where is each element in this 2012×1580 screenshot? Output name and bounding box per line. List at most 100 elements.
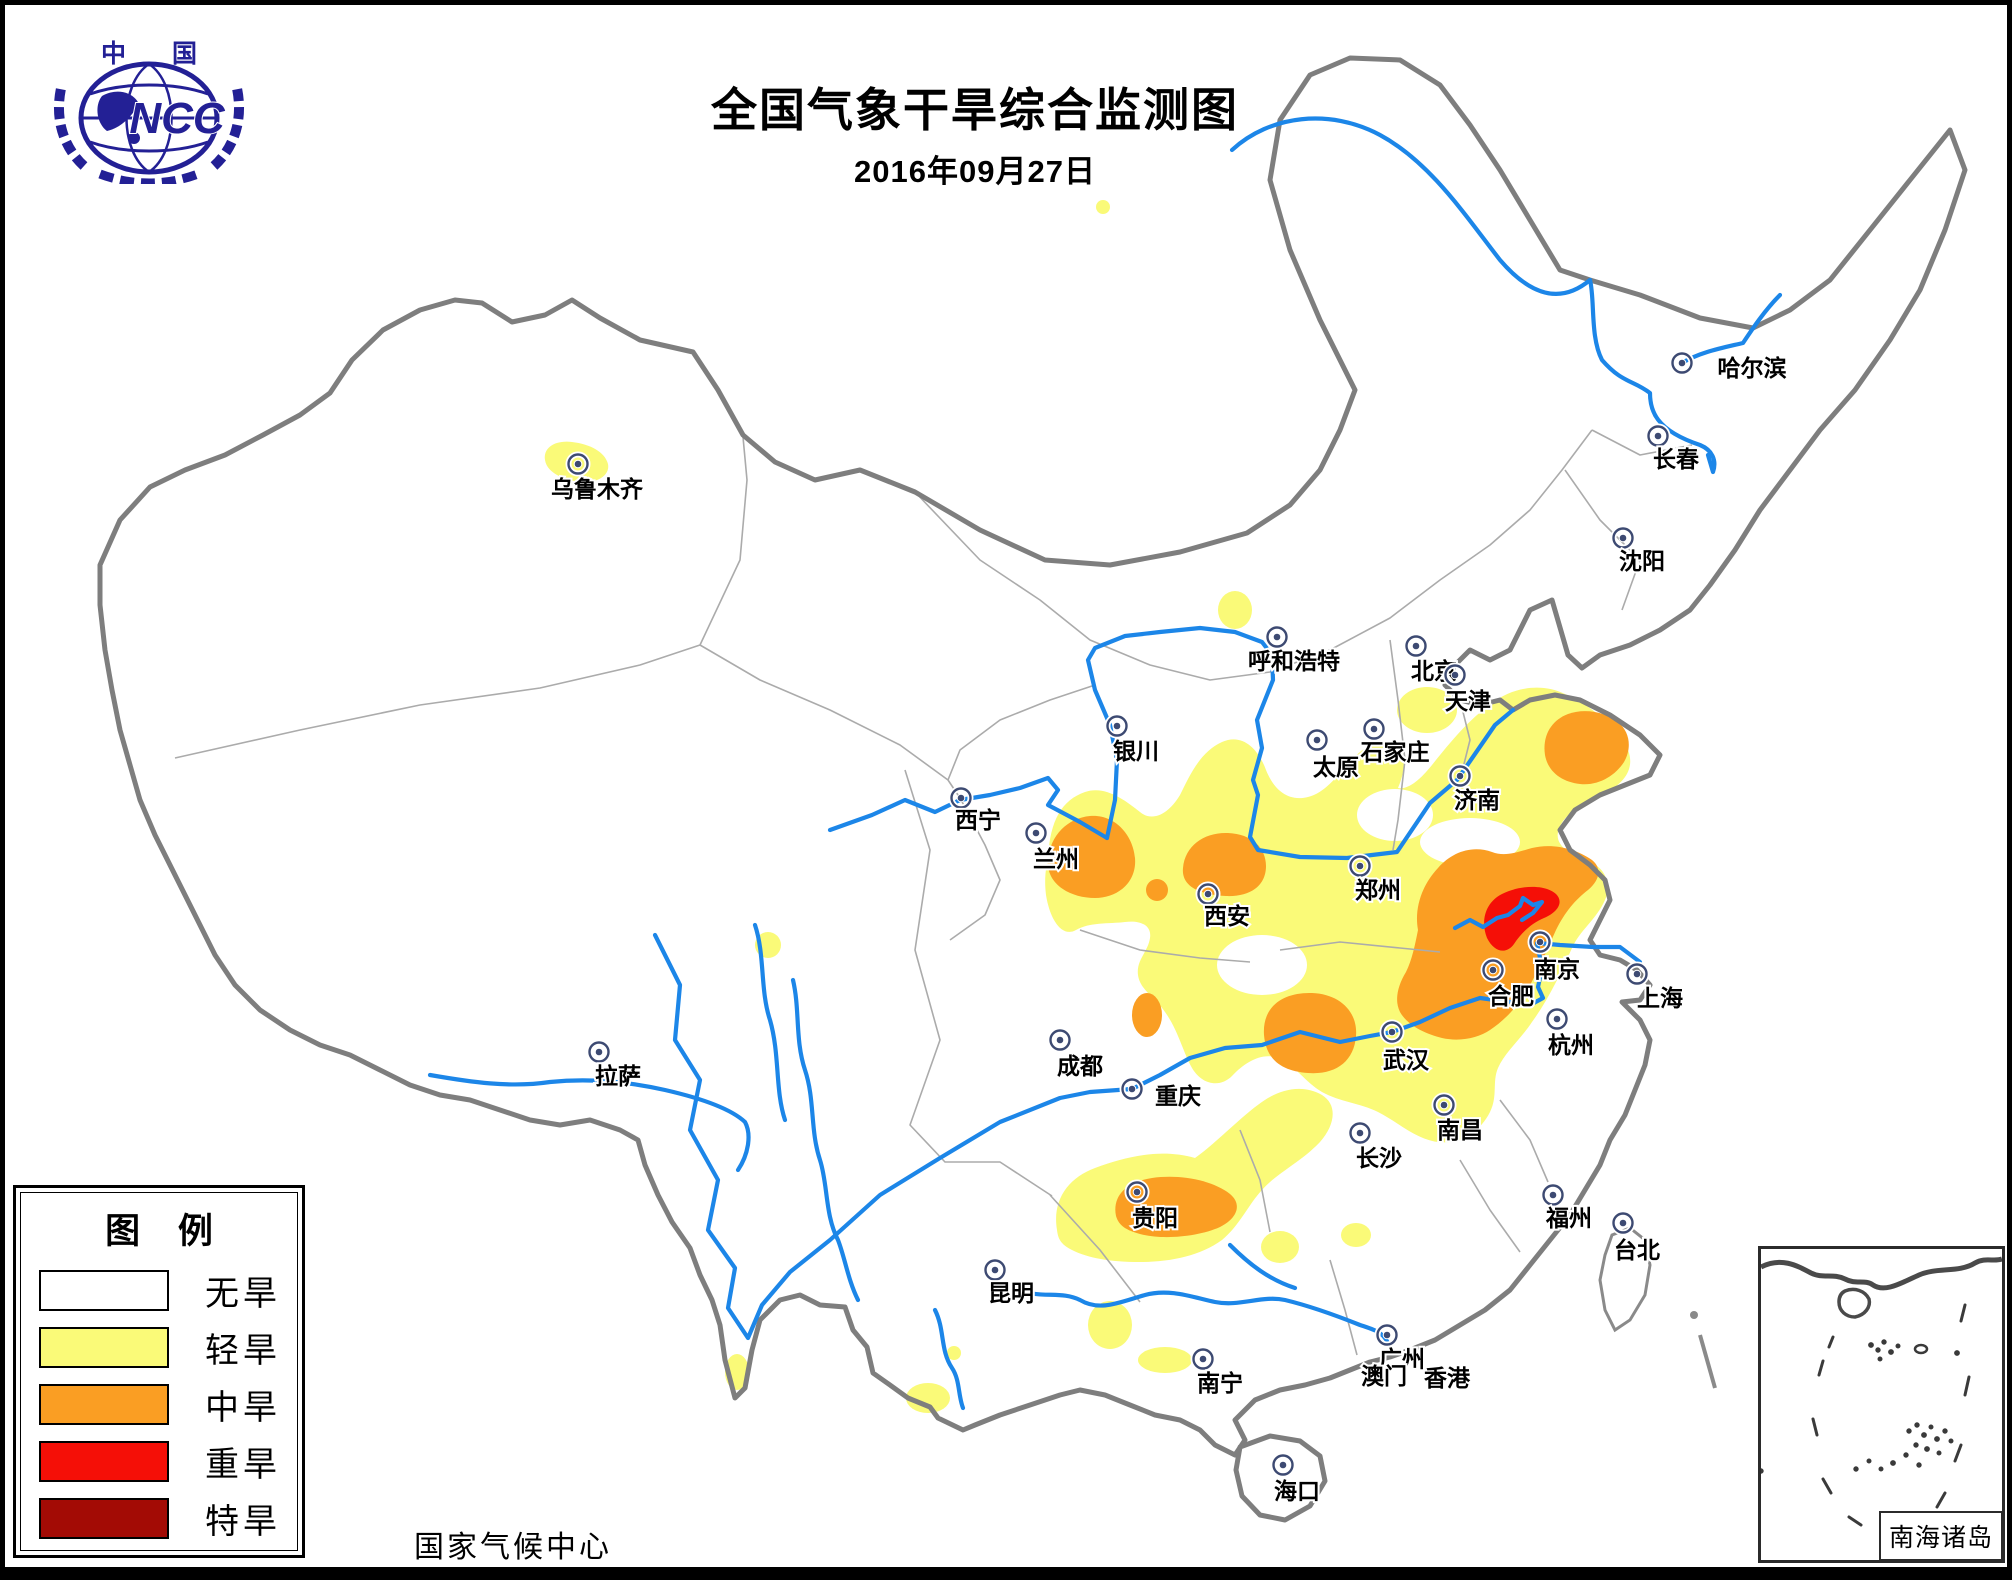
city-label: 海口 [1274, 1478, 1320, 1504]
drought-light-s4 [1261, 1231, 1299, 1263]
wreath-right [210, 82, 244, 170]
city-marker-icon [1272, 1454, 1294, 1476]
legend-label-light: 轻旱 [205, 1332, 281, 1370]
legend-row-severe: 重旱 [39, 1441, 297, 1484]
city-marker-icon [1381, 1021, 1403, 1043]
jinsha-river [652, 932, 1135, 1341]
city-海口: 海口 [1270, 1452, 1322, 1506]
city-济南: 济南 [1447, 763, 1502, 815]
drought-light-s5 [1341, 1223, 1371, 1247]
city-label: 长春 [1653, 446, 1700, 472]
wreath-left [54, 82, 88, 170]
pearl-river [1010, 1285, 1393, 1351]
globe-land [97, 91, 139, 131]
city-marker-icon [1025, 822, 1047, 844]
city-合肥: 合肥 [1480, 957, 1536, 1011]
city-marker-icon [1266, 626, 1288, 648]
drought-mod-dot2 [1132, 993, 1162, 1037]
legend-swatch-moderate [39, 1384, 169, 1425]
city-marker-icon [1363, 718, 1385, 740]
city-label: 广州 [1379, 1346, 1425, 1372]
drought-light-dot-north [1096, 200, 1110, 214]
city-marker-icon [1612, 527, 1634, 549]
city-郑州: 郑州 [1347, 853, 1403, 905]
city-银川: 银川 [1104, 713, 1161, 766]
city-武汉: 武汉 [1379, 1019, 1432, 1075]
inset-hainan [1837, 1287, 1872, 1319]
legend-swatch-extreme [39, 1498, 169, 1539]
city-兰州: 兰州 [1023, 820, 1081, 874]
city-label: 台北 [1614, 1237, 1660, 1263]
legend-label-severe: 重旱 [205, 1446, 281, 1484]
salween-river [752, 922, 788, 1123]
city-label: 哈尔滨 [1718, 355, 1787, 381]
drought-mod-dot1 [1146, 879, 1168, 901]
city-marker-icon [1482, 959, 1504, 981]
city-label: 乌鲁木齐 [551, 476, 644, 502]
drought-mod-lanzhou [1047, 815, 1136, 898]
globe-land-dot [128, 132, 140, 144]
legend-row-moderate: 中旱 [39, 1384, 297, 1427]
map-date: 2016年09月27日 [854, 154, 1096, 189]
city-marker-icon [1612, 1212, 1634, 1234]
ncc-logo: 中国 NCC [42, 34, 256, 188]
huai-river [1452, 895, 1545, 931]
ncc-logo-emblem: NCC [54, 61, 244, 188]
city-marker-icon [1433, 1094, 1455, 1116]
city-label: 郑州 [1355, 877, 1401, 903]
city-label: 南宁 [1197, 1370, 1243, 1396]
city-marker-icon [950, 787, 972, 809]
city-昆明: 昆明 [982, 1257, 1036, 1308]
inset-islands [1761, 1339, 1960, 1474]
yarlung-river [427, 1072, 751, 1173]
amur-river [1229, 116, 1593, 296]
city-marker-icon [1349, 855, 1371, 877]
city-marker-icon [1126, 1181, 1148, 1203]
drought-light-hohhot [1218, 591, 1252, 629]
legend-label-extreme: 特旱 [205, 1503, 281, 1541]
city-label: 兰州 [1033, 846, 1079, 872]
city-marker-icon [1349, 1122, 1371, 1144]
city-西安: 西安 [1195, 881, 1252, 931]
city-label: 福州 [1545, 1205, 1592, 1231]
city-marker-icon [1121, 1078, 1143, 1100]
city-哈尔滨: 哈尔滨 [1669, 350, 1789, 383]
city-广州: 广州 [1374, 1322, 1427, 1374]
city-marker-icon [1546, 1008, 1568, 1030]
legend-swatch-severe [39, 1441, 169, 1482]
map-title: 全国气象干旱综合监测图 [711, 84, 1239, 136]
taiwan-island [1598, 1226, 1717, 1389]
inset-label: 南海诸岛 [1888, 1524, 1993, 1552]
rivers [427, 116, 1783, 1411]
inset-label-box: 南海诸岛 [1879, 1511, 2003, 1561]
city-香港: 香港 [1422, 1363, 1473, 1393]
drought-mod-xian [1182, 832, 1266, 897]
south-china-sea-inset: 南海诸岛 [1758, 1246, 2005, 1563]
city-拉萨: 拉萨 [586, 1039, 643, 1091]
logo-country-text: 中国 [100, 40, 243, 68]
drought-light-s1 [1088, 1301, 1132, 1349]
city-上海: 上海 [1624, 961, 1685, 1013]
city-呼和浩特: 呼和浩特 [1246, 624, 1342, 676]
drought-light-w-yunnan [906, 1383, 950, 1413]
logo-acronym: NCC [129, 94, 226, 143]
city-label: 南京 [1534, 956, 1580, 982]
city-成都: 成都 [1047, 1027, 1105, 1081]
legend-row-extreme: 特旱 [39, 1498, 297, 1541]
city-澳门: 澳门 [1359, 1361, 1409, 1391]
city-marker-icon [1626, 963, 1648, 985]
city-label: 成都 [1057, 1053, 1103, 1079]
city-label: 昆明 [988, 1280, 1034, 1306]
city-label: 武汉 [1383, 1047, 1430, 1073]
songhua-river-west [1587, 277, 1717, 475]
city-石家庄: 石家庄 [1358, 716, 1432, 767]
inset-dash-line [1811, 1303, 1971, 1539]
legend-row-light: 轻旱 [39, 1327, 297, 1370]
legend-label-moderate: 中旱 [205, 1389, 281, 1427]
city-label: 济南 [1454, 787, 1500, 813]
city-重庆: 重庆 [1119, 1076, 1203, 1111]
city-label: 天津 [1445, 688, 1491, 714]
city-marker-icon [1049, 1029, 1071, 1051]
